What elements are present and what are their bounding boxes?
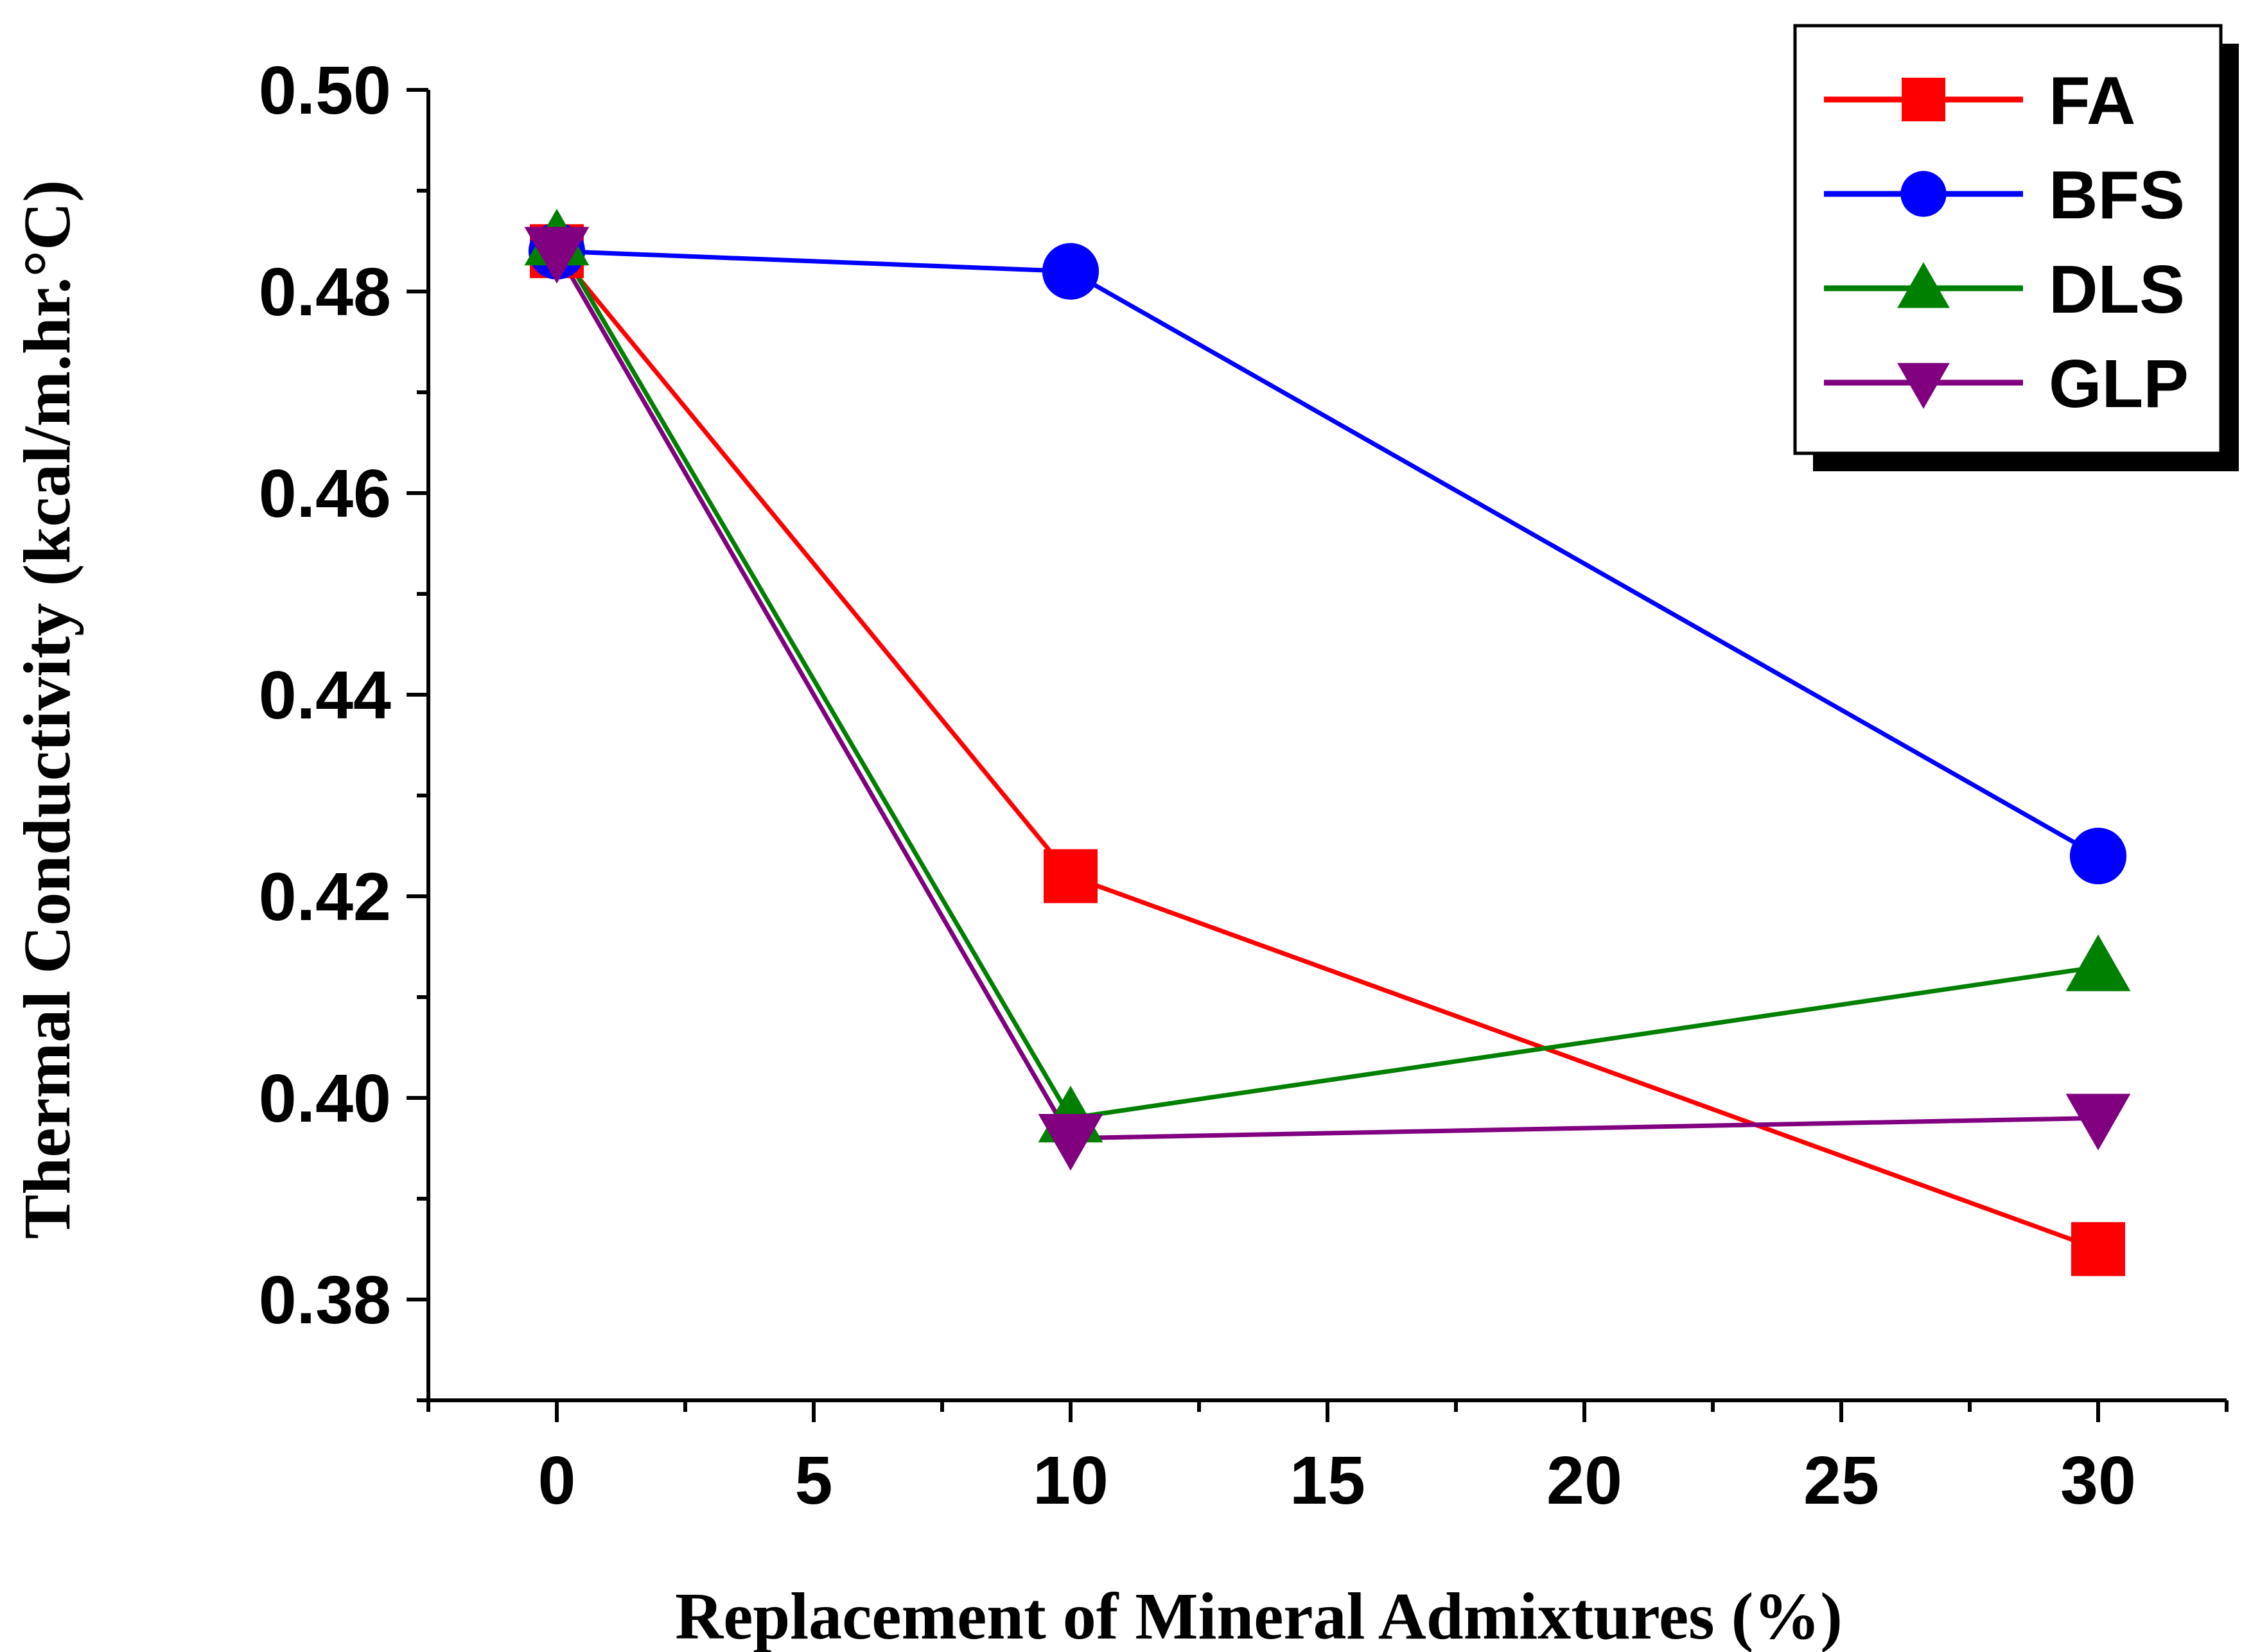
legend-marker-bfs <box>1900 171 1947 217</box>
x-tick-label: 5 <box>795 1443 833 1518</box>
data-point-fa <box>1044 849 1098 903</box>
legend: FA BFS DLS GLP <box>1793 24 2239 471</box>
x-tick-label: 0 <box>538 1443 576 1518</box>
y-tick-label: 0.50 <box>259 53 391 128</box>
legend-item-bfs: BFS <box>1824 157 2185 233</box>
y-axis-title: Thermal Conductivity (kcal/m.hr.°C) <box>10 180 84 1239</box>
data-point-dls <box>2065 934 2131 991</box>
x-axis-title: Replacement of Mineral Admixtures (%) <box>675 1579 1843 1652</box>
legend-marker-dls <box>1897 262 1950 308</box>
legend-item-fa: FA <box>1824 63 2135 139</box>
data-point-glp <box>1038 1114 1103 1171</box>
x-tick-label: 20 <box>1546 1443 1622 1518</box>
data-point-fa <box>2071 1222 2125 1276</box>
legend-label-glp: GLP <box>2049 346 2189 422</box>
x-tick-label: 25 <box>1803 1443 1879 1518</box>
y-tick-label: 0.38 <box>259 1262 391 1338</box>
x-ticks: 0 5 10 15 20 25 30 <box>426 1400 2229 1518</box>
series-markers <box>524 209 2131 1276</box>
data-point-glp <box>524 227 590 284</box>
y-tick-label: 0.44 <box>259 657 391 733</box>
legend-item-glp: GLP <box>1824 346 2189 422</box>
x-tick-label: 15 <box>1290 1443 1365 1518</box>
data-point-bfs <box>1042 243 1099 300</box>
data-point-bfs <box>2069 828 2127 885</box>
legend-marker-fa <box>1902 78 1945 121</box>
data-point-glp <box>2065 1093 2131 1151</box>
legend-label-dls: DLS <box>2049 252 2185 327</box>
x-tick-label: 10 <box>1033 1443 1108 1518</box>
y-tick-label: 0.40 <box>259 1061 391 1136</box>
y-tick-label: 0.48 <box>259 254 391 330</box>
y-ticks: 0.38 0.40 0.42 0.44 0.46 0.48 0.50 <box>259 53 428 1402</box>
legend-item-dls: DLS <box>1824 252 2185 327</box>
legend-label-fa: FA <box>2049 63 2135 139</box>
legend-items: FA BFS DLS GLP <box>1824 63 2189 422</box>
legend-marker-glp <box>1897 363 1950 409</box>
y-tick-label: 0.46 <box>259 456 391 532</box>
y-tick-label: 0.42 <box>259 859 391 935</box>
legend-label-bfs: BFS <box>2049 157 2185 233</box>
x-tick-label: 30 <box>2060 1443 2136 1518</box>
